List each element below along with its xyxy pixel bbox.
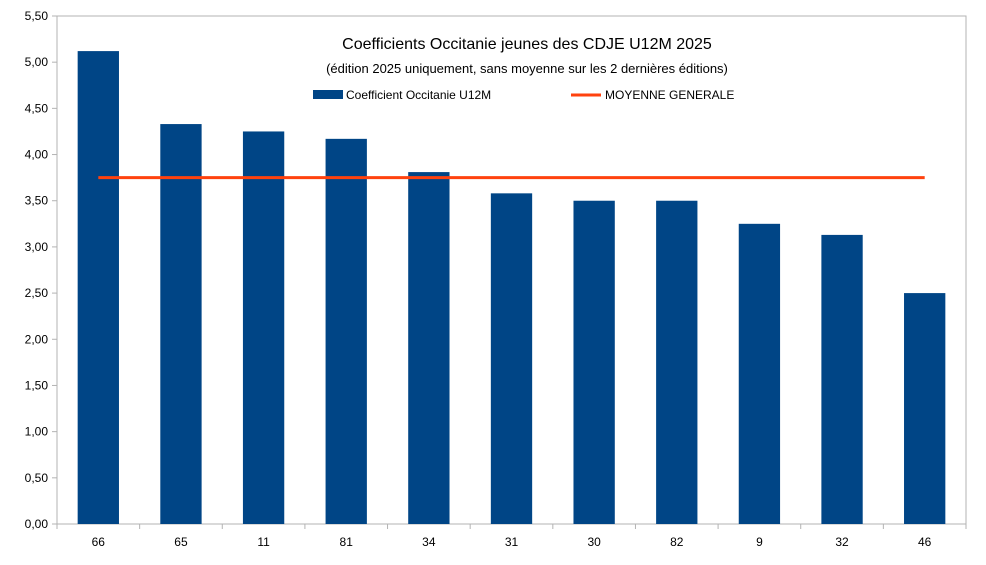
x-tick-label: 65 [174, 535, 188, 549]
bar-11 [242, 131, 285, 525]
chart-title: Coefficients Occitanie jeunes des CDJE U… [342, 36, 712, 53]
x-tick-label: 81 [340, 535, 354, 549]
x-tick-label: 9 [756, 535, 763, 549]
y-tick-label: 1,50 [25, 378, 49, 392]
x-tick-label: 66 [92, 535, 106, 549]
bar-66 [77, 51, 119, 525]
y-tick-label: 3,00 [25, 240, 49, 254]
y-tick-label: 1,00 [25, 425, 49, 439]
x-tick-label: 82 [670, 535, 684, 549]
y-tick-label: 5,50 [25, 9, 49, 23]
y-tick-label: 4,50 [25, 101, 49, 115]
y-tick-label: 2,00 [25, 332, 49, 346]
x-tick-label: 31 [505, 535, 519, 549]
legend: Coefficient Occitanie U12M MOYENNE GENER… [313, 88, 734, 102]
y-tick-label: 5,00 [25, 55, 49, 69]
x-tick-label: 30 [587, 535, 601, 549]
x-tick-label: 32 [835, 535, 849, 549]
bar-9 [738, 223, 781, 524]
bar-34 [408, 172, 450, 524]
bar-46 [904, 293, 946, 524]
y-tick-label: 2,50 [25, 286, 49, 300]
y-tick-label: 0,50 [25, 471, 49, 485]
y-tick-label: 4,00 [25, 148, 49, 162]
legend-swatch-bar [313, 90, 343, 99]
plot-area: 0,00 0,50 1,00 1,50 2,00 2,50 3,00 3,50 4,00 4,50… [25, 9, 967, 549]
chart-subtitle: (édition 2025 uniquement, sans moyenne s… [326, 61, 728, 76]
bar-31 [490, 193, 533, 524]
y-tick-label: 3,50 [25, 194, 49, 208]
legend-label-bar: Coefficient Occitanie U12M [346, 88, 491, 102]
x-tick-label: 46 [918, 535, 932, 549]
legend-label-line: MOYENNE GENERALE [605, 88, 734, 102]
x-tick-label: 11 [257, 535, 270, 549]
y-tick-label: 0,00 [25, 517, 49, 531]
bar-82 [656, 200, 698, 524]
x-tick-label: 34 [422, 535, 436, 549]
bar-81 [325, 138, 367, 525]
bar-30 [573, 200, 615, 524]
bar-32 [821, 234, 863, 524]
bar-65 [160, 124, 202, 524]
